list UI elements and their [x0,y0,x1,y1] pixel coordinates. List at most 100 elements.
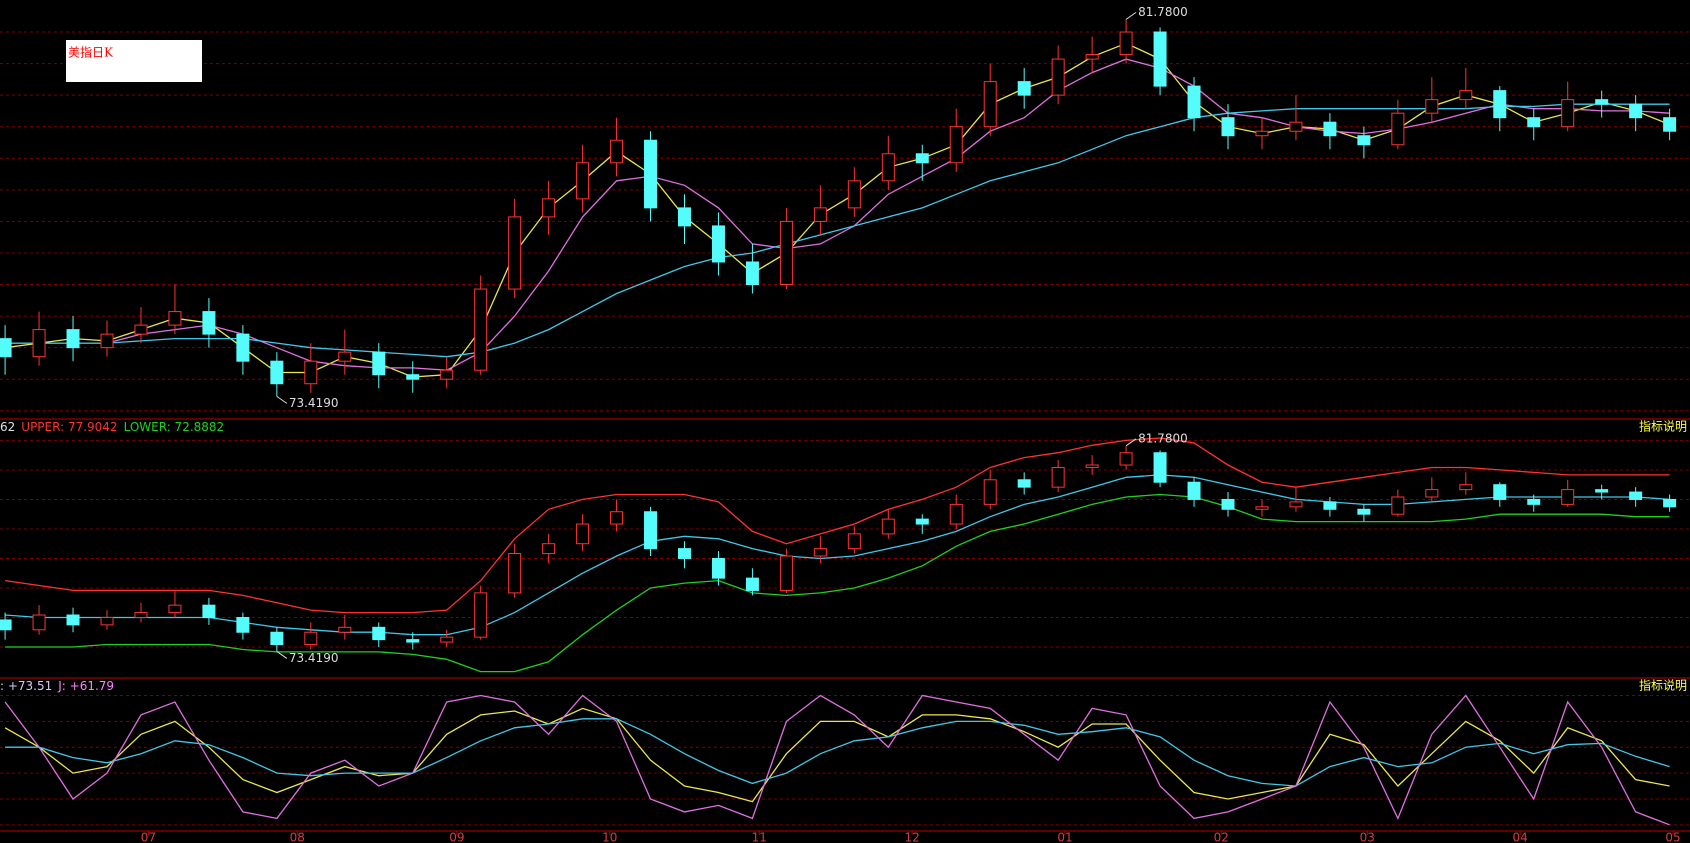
candle-body [576,523,590,545]
indicator-line [5,493,1670,673]
candle-body [1153,31,1167,87]
candle-body [440,636,454,643]
candle-body [1459,90,1473,101]
indicator-note: 指标说明 [1639,419,1687,434]
indicator-line [5,437,1670,614]
x-tick-label: 10 [602,831,617,843]
candle-body [1187,85,1201,119]
candle-body [1595,489,1609,493]
extreme-label: 81.7800 [1138,5,1188,19]
x-tick-label: 09 [449,831,464,843]
candle-body [1323,501,1337,510]
candle-body [1119,31,1133,56]
candle-body [1119,452,1133,466]
candle-body [1255,506,1269,510]
x-tick-label: 02 [1214,831,1229,843]
candle-body [1357,508,1371,515]
indicator-line [5,103,1670,358]
candle-body [542,198,556,218]
candle-body [1187,481,1201,500]
candle-body [474,592,488,638]
candle-body [1493,90,1507,119]
x-tick-label: 11 [752,831,767,843]
candle-body [1085,54,1099,60]
candle-body [1561,99,1575,128]
candle-body [406,639,420,643]
title-box [66,40,202,82]
x-tick-label: 03 [1360,831,1375,843]
candle-body [0,619,12,631]
candle-body [32,329,46,358]
candle-body [1323,121,1337,137]
candle-body [1459,484,1473,491]
candle-body [983,81,997,128]
candle-body [677,207,691,227]
candle-body [406,374,420,380]
legend-item: : +73.51 [0,679,52,693]
candle-body [779,220,793,286]
candle-body [949,503,963,525]
candle-body [644,511,658,550]
candle-body [508,553,522,594]
candle-body [1289,121,1303,132]
candle-body [1017,479,1031,488]
candle-body [66,614,80,626]
candle-body [1527,498,1541,505]
candle-body [1527,117,1541,128]
candle-body [1051,58,1065,96]
candle-body [1085,464,1099,468]
indicator-legend: 62 UPPER: 77.9042 LOWER: 72.8882 [0,420,224,434]
candle-body [372,351,386,376]
candle-body [134,324,148,335]
candle-body [1255,130,1269,137]
candle-body [949,126,963,164]
candle-body [270,360,284,385]
indicator-line [4,694,1670,826]
candle-body [0,338,12,358]
legend-item: LOWER: 72.8882 [124,420,225,434]
candle-body [915,518,929,525]
candle-body [1425,99,1439,114]
extreme-label: 81.7800 [1138,431,1188,445]
candle-body [1595,99,1609,105]
candle-body [304,360,318,385]
extreme-leader [1125,11,1137,20]
extreme-leader [1125,438,1137,447]
candle-body [779,555,793,591]
candle-body [1663,498,1677,508]
candle-body [304,631,318,646]
candle-body [100,333,114,349]
candle-body [711,557,725,579]
candle-body [1153,452,1167,483]
candle-body [1017,81,1031,96]
candle-body [1221,498,1235,510]
candle-body [610,139,624,164]
chart-title: 美指日K [68,45,114,60]
x-tick-label: 04 [1513,831,1528,843]
indicator-legend: : +73.51 J: +61.79 [0,679,114,693]
extreme-label: 73.4190 [289,396,339,410]
candle-body [1289,501,1303,508]
extreme-leader [276,395,288,404]
candle-body [813,207,827,222]
candle-body [1425,489,1439,498]
legend-item: 62 [0,420,15,434]
legend-item: J: +61.79 [57,679,114,693]
legend-item: UPPER: 77.9042 [21,420,117,434]
candle-body [610,511,624,525]
candle-body [236,333,250,362]
x-tick-label: 05 [1665,831,1680,843]
candle-body [338,626,352,633]
candle-body [270,631,284,646]
candle-body [847,533,861,550]
candle-body [576,162,590,200]
candle-body [711,225,725,263]
candle-body [813,548,827,557]
candle-body [745,261,759,286]
candle-body [915,153,929,164]
candle-body [202,311,216,335]
candle-body [1629,103,1643,119]
candle-body [1561,489,1575,505]
